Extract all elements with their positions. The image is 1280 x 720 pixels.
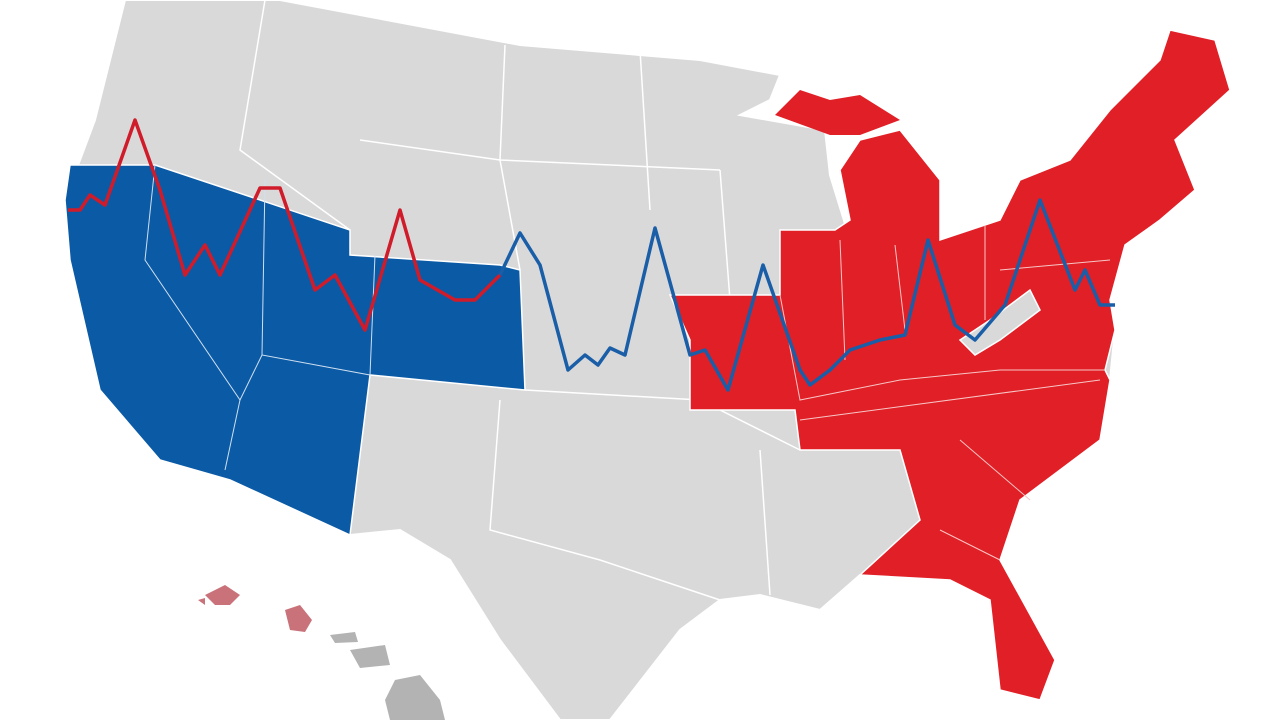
island: [285, 605, 312, 632]
island: [350, 645, 390, 668]
blue-borders: [144, 164, 376, 471]
red-borders: [779, 225, 1111, 561]
border: [839, 239, 846, 361]
hawaii-red: [198, 585, 312, 632]
border: [779, 294, 1105, 401]
island: [198, 598, 205, 605]
red-peninsula: [775, 90, 900, 135]
border: [239, 0, 351, 231]
border: [719, 169, 731, 301]
border: [959, 439, 1031, 501]
border: [261, 179, 376, 376]
hawaii-gray: [330, 632, 445, 720]
island: [205, 585, 240, 605]
red-trend-line: [68, 118, 502, 332]
border: [639, 49, 651, 211]
border: [239, 354, 263, 401]
border: [144, 164, 241, 471]
border: [939, 529, 1001, 561]
island: [385, 675, 445, 720]
red-states: [668, 29, 1231, 701]
border: [894, 244, 906, 331]
island: [330, 632, 358, 643]
border: [799, 379, 1101, 421]
border: [489, 399, 721, 601]
border: [499, 44, 521, 271]
border: [759, 449, 771, 596]
blue-trend-line: [498, 198, 1115, 392]
